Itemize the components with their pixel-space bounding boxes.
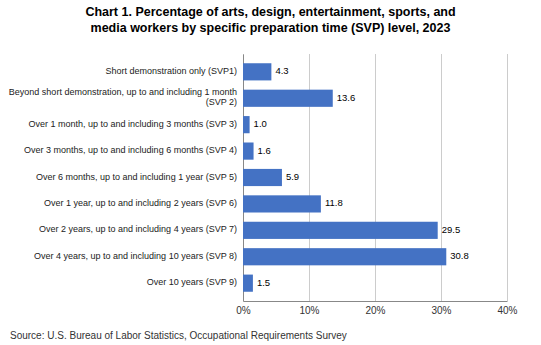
y-tick-label-line: Over 1 month, up to and including 3 mont… <box>29 119 237 129</box>
y-tick-label: Over 6 months, up to and including 1 yea… <box>36 172 237 182</box>
bar <box>243 248 446 265</box>
x-tick-label: 40% <box>497 305 517 316</box>
x-tick-label: 20% <box>365 305 385 316</box>
y-tick-label-line: Over 3 months, up to and including 6 mon… <box>24 145 237 155</box>
y-tick-label: Beyond short demonstration, up to and in… <box>9 88 237 108</box>
x-tick-label: 30% <box>431 305 451 316</box>
y-tick: Over 3 months, up to and including 6 mon… <box>24 145 237 155</box>
data-label: 5.9 <box>286 171 299 182</box>
y-tick-label-line: Over 10 years (SVP 9) <box>147 278 237 288</box>
plot-area: 0% 10% 20% 30% 40% Short demonstration only (… <box>9 54 518 316</box>
y-tick: Over 6 months, up to and including 1 yea… <box>36 172 237 182</box>
x-tick: 20% <box>365 54 385 316</box>
y-tick-label: Over 1 year, up to and including 2 years… <box>44 198 237 208</box>
y-tick: Over 2 years, up to and including 4 year… <box>39 225 237 235</box>
y-tick-label-line: Over 4 years, up to and including 10 yea… <box>34 251 237 261</box>
y-tick-label: Over 2 years, up to and including 4 year… <box>39 225 237 235</box>
data-labels: 4.3 13.6 1.0 1.6 5.9 11.8 29.5 30.8 1.5 <box>254 65 469 287</box>
data-label: 1.0 <box>254 118 267 129</box>
y-tick-label-line: Short demonstration only (SVP1) <box>105 66 237 76</box>
data-label: 1.5 <box>257 277 270 288</box>
data-label: 1.6 <box>258 145 271 156</box>
y-tick: Short demonstration only (SVP1) <box>105 66 237 76</box>
y-tick: Over 1 year, up to and including 2 years… <box>44 198 237 208</box>
bar <box>243 142 254 159</box>
y-tick-label-line: Over 2 years, up to and including 4 year… <box>39 225 237 235</box>
y-tick: Over 10 years (SVP 9) <box>147 278 237 288</box>
bar <box>243 222 438 239</box>
y-tick: Over 1 month, up to and including 3 mont… <box>29 119 237 129</box>
y-tick-label: Short demonstration only (SVP1) <box>105 66 237 76</box>
y-tick-label-line: Over 6 months, up to and including 1 yea… <box>36 172 237 182</box>
grid-line <box>507 54 508 301</box>
data-label: 29.5 <box>442 224 461 235</box>
x-tick: 40% <box>497 54 517 316</box>
data-label: 11.8 <box>325 197 343 208</box>
x-tick-label: 10% <box>299 305 319 316</box>
y-tick-label-line: Beyond short demonstration, up to and in… <box>9 88 237 98</box>
y-tick-label-line: Over 1 year, up to and including 2 years… <box>44 198 237 208</box>
y-axis: Short demonstration only (SVP1) Beyond sh… <box>9 55 244 302</box>
x-axis-line <box>244 301 508 302</box>
x-axis: 0% 10% 20% 30% 40% <box>236 54 517 316</box>
source: Source: U.S. Bureau of Labor Statistics,… <box>10 330 347 341</box>
y-tick-label: Over 10 years (SVP 9) <box>147 278 237 288</box>
x-tick: 30% <box>431 54 451 316</box>
title-line: media workers by specific preparation ti… <box>91 21 451 35</box>
data-label: 13.6 <box>337 92 356 103</box>
data-label: 30.8 <box>450 250 469 261</box>
bar <box>243 63 271 80</box>
bar <box>243 90 333 107</box>
y-tick-label: Over 3 months, up to and including 6 mon… <box>24 145 237 155</box>
y-tick-label: Over 4 years, up to and including 10 yea… <box>34 251 237 261</box>
y-tick-label-line: (SVP 2) <box>206 98 237 108</box>
bar <box>243 275 253 292</box>
title-line: Chart 1. Percentage of arts, design, ent… <box>85 5 455 19</box>
data-label: 4.3 <box>275 65 288 76</box>
x-tick-label: 0% <box>236 305 251 316</box>
bars <box>243 63 446 292</box>
title: Chart 1. Percentage of arts, design, ent… <box>85 5 455 35</box>
bar <box>243 169 282 186</box>
bar <box>243 116 250 133</box>
bar <box>243 195 321 212</box>
chart: Chart 1. Percentage of arts, design, ent… <box>0 0 541 345</box>
y-tick: Over 4 years, up to and including 10 yea… <box>34 251 237 261</box>
y-tick: Beyond short demonstration, up to and in… <box>9 88 237 108</box>
y-tick-label: Over 1 month, up to and including 3 mont… <box>29 119 237 129</box>
